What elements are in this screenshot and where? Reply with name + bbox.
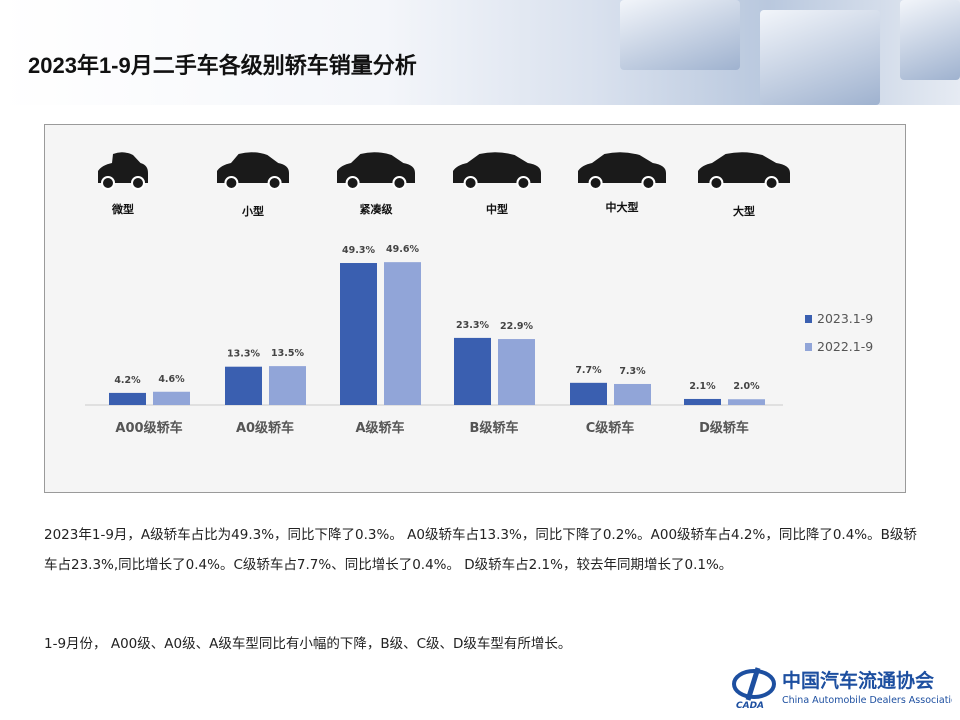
logo-cn: 中国汽车流通协会 (782, 669, 934, 692)
cada-logo: CADA 中国汽车流通协会 China Automobile Dealers A… (732, 662, 960, 712)
car-silhouette-icon (337, 152, 415, 190)
data-label: 2.1% (689, 381, 716, 392)
decor-cube (620, 0, 740, 70)
bar-2022.1-9 (384, 262, 421, 405)
data-label: 4.2% (114, 375, 141, 386)
x-tick-label: A00级轿车 (115, 420, 182, 436)
car-silhouette-icon (98, 152, 148, 190)
data-label: 13.3% (227, 349, 260, 360)
bar-2022.1-9 (728, 399, 765, 405)
bar-2023.1-9 (454, 337, 491, 405)
chart-panel: 微型 小型 紧凑级 中型 中大型 大型 4.2% 13.3% 49.3% 23.3% 7.7% 2.1… (44, 124, 906, 493)
bar-2023.1-9 (109, 392, 146, 405)
bar-2022.1-9 (498, 339, 535, 405)
car-type-label: 小型 (241, 204, 264, 218)
car-silhouette-icon (698, 152, 790, 190)
data-label: 7.3% (619, 366, 646, 377)
legend-swatch (805, 315, 812, 323)
bar-2023.1-9 (684, 398, 721, 405)
data-label: 22.9% (500, 321, 533, 332)
bar-2022.1-9 (269, 366, 306, 405)
bar-2023.1-9 (225, 366, 262, 405)
bar-2022.1-9 (153, 391, 190, 405)
decor-cube (900, 0, 960, 80)
logo-en: China Automobile Dealers Association (782, 695, 952, 706)
logo-abbr: CADA (736, 701, 764, 711)
x-tick-label: D级轿车 (699, 420, 749, 436)
logo-emblem-stroke (745, 667, 761, 701)
x-tick-label: A0级轿车 (236, 420, 294, 436)
car-silhouette-icon (453, 152, 541, 190)
logo-emblem-icon (732, 669, 776, 699)
decor-cube (760, 10, 880, 105)
x-tick-label: A级轿车 (355, 420, 404, 436)
legend-label: 2023.1-9 (817, 311, 873, 326)
header-banner (0, 0, 960, 105)
legend-swatch (805, 343, 812, 351)
x-tick-label: C级轿车 (586, 420, 635, 436)
data-label: 13.5% (271, 348, 304, 359)
car-silhouette-icon (217, 152, 289, 190)
car-silhouette-icon (578, 152, 666, 190)
data-label: 4.6% (158, 374, 185, 385)
car-type-label: 大型 (733, 204, 755, 218)
page-title: 2023年1-9月二手车各级别轿车销量分析 (28, 53, 417, 78)
car-type-label: 中型 (486, 202, 508, 216)
analysis-paragraph: 2023年1-9月，A级轿车占比为49.3%，同比下降了0.3%。 A0级轿车占… (44, 527, 917, 573)
data-label: 2.0% (733, 381, 760, 392)
data-label: 7.7% (575, 365, 602, 376)
legend-label: 2022.1-9 (817, 339, 873, 354)
bar-2023.1-9 (340, 263, 377, 405)
data-label: 49.6% (386, 244, 419, 255)
bar-2023.1-9 (570, 382, 607, 405)
bar-2022.1-9 (614, 383, 651, 405)
x-tick-label: B级轿车 (470, 420, 519, 436)
summary-paragraph: 1-9月份， A00级、A0级、A级车型同比有小幅的下降，B级、C级、D级车型有… (44, 636, 572, 652)
data-label: 49.3% (342, 245, 375, 256)
data-label: 23.3% (456, 320, 489, 331)
bar-chart: 微型 小型 紧凑级 中型 中大型 大型 4.2% 13.3% 49.3% 23.3% 7.7% 2.1… (85, 152, 873, 436)
car-type-label: 紧凑级 (360, 202, 394, 216)
car-type-label: 中大型 (606, 200, 639, 214)
car-type-label: 微型 (111, 202, 134, 216)
